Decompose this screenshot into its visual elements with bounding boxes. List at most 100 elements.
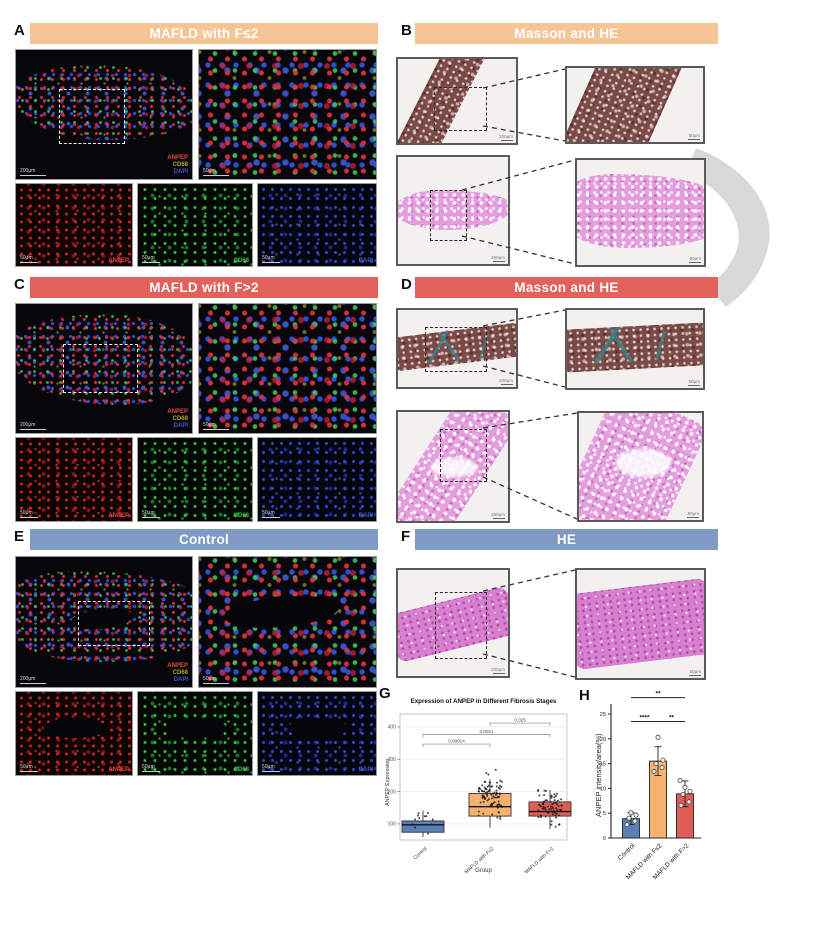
- scale-bar: 50μm: [689, 669, 701, 676]
- panel-label-g: G: [379, 685, 391, 702]
- stain-legend: ANPEP CD68 DAPI: [167, 155, 188, 176]
- scale-bar-label: 50μm: [20, 255, 33, 261]
- scale-bar-label: 50μm: [203, 676, 216, 682]
- he-overview-f: 200μm: [396, 568, 510, 678]
- stain-legend: ANPEP CD68 DAPI: [167, 409, 188, 430]
- channel-label-cd68: CD68: [233, 513, 249, 519]
- scale-bar: 50μm: [142, 511, 160, 518]
- tissue-texture: [567, 68, 681, 142]
- tissue-texture: [16, 314, 192, 405]
- channel-label-cd68: CD68: [233, 258, 249, 264]
- scale-bar: 50μm: [142, 765, 160, 772]
- svg-text:10: 10: [600, 786, 606, 792]
- svg-text:**: **: [669, 714, 675, 721]
- scale-bar: 50μm: [20, 765, 38, 772]
- panel-label-b: B: [401, 22, 412, 39]
- panel-label-a: A: [14, 22, 25, 39]
- scale-bar-label: 50μm: [688, 133, 700, 138]
- scale-bar: 50μm: [262, 256, 280, 263]
- panel-label-e: E: [14, 528, 25, 545]
- masson-overview-d: 200μm: [396, 308, 518, 389]
- stain-label-cd68: CD68: [172, 162, 188, 168]
- svg-text:Control: Control: [617, 842, 637, 862]
- panel-header-b: Masson and HE: [415, 23, 718, 44]
- scale-bar: 200μm: [499, 134, 513, 141]
- barchart-ylabel: ANPEP intensity/area(%): [594, 733, 603, 817]
- scale-bar: 50μm: [262, 765, 280, 772]
- tissue-texture: [398, 190, 508, 230]
- svg-text:15: 15: [600, 762, 606, 768]
- roi-box: [440, 429, 487, 482]
- scale-bar-label: 50μm: [142, 764, 155, 770]
- channel-dapi-c: DAPI 50μm: [257, 437, 377, 522]
- central-vein: [166, 718, 226, 738]
- roi-box: [63, 344, 138, 393]
- channel-cd68-c: CD68 50μm: [137, 437, 253, 522]
- svg-text:300: 300: [388, 757, 397, 763]
- svg-text:20: 20: [600, 737, 606, 743]
- he-overview-b: 200μm: [396, 155, 510, 266]
- svg-text:0.0021: 0.0021: [479, 729, 493, 734]
- channel-dapi-a: DAPI 50μm: [257, 183, 377, 267]
- panel-header-e: Control: [30, 529, 378, 550]
- scale-bar-label: 50μm: [142, 255, 155, 261]
- svg-text:5: 5: [603, 811, 606, 817]
- scale-bar: 200μm: [20, 169, 46, 176]
- stain-label-cd68: CD68: [172, 416, 188, 422]
- central-vein: [288, 718, 348, 738]
- scale-bar-label: 200μm: [499, 134, 513, 139]
- tissue-texture: [567, 321, 703, 373]
- panel-header-a: MAFLD with F≤2: [30, 23, 378, 44]
- roi-box: [425, 327, 487, 372]
- central-vein: [44, 718, 106, 738]
- scale-bar-label: 50μm: [20, 764, 33, 770]
- scale-bar-label: 50μm: [689, 256, 701, 261]
- scale-bar: 200μm: [491, 667, 505, 674]
- scale-bar-label: 200μm: [20, 168, 36, 174]
- panel-header-c: MAFLD with F>2: [30, 277, 378, 298]
- if-merged-overview-e: ANPEP CD68 DAPI 200μm: [15, 556, 193, 688]
- barchart-anpep-intensity: ANPEP intensity/area(%) 0 5 10 15 20 25 **** **…: [591, 686, 756, 911]
- svg-text:**: **: [655, 691, 661, 698]
- scale-bar: 200μm: [20, 423, 46, 430]
- svg-text:Control: Control: [412, 846, 428, 861]
- he-overview-d: 200μm: [396, 410, 510, 523]
- channel-anpep-a: ANPEP 50μm: [15, 183, 133, 267]
- channel-label-dapi: DAPI: [358, 258, 373, 264]
- panel-label-f: F: [401, 528, 411, 545]
- roi-box: [434, 87, 487, 131]
- scale-bar-label: 50μm: [203, 422, 216, 428]
- scale-bar: 50μm: [20, 256, 38, 263]
- scale-bar-label: 200μm: [491, 667, 505, 672]
- steatosis-patch: [431, 457, 478, 478]
- svg-text:****: ****: [639, 714, 650, 721]
- scale-bar: 50μm: [20, 511, 38, 518]
- scale-bar-label: 50μm: [262, 510, 275, 516]
- scale-bar: 50μm: [203, 169, 229, 176]
- scale-bar: 50μm: [203, 677, 229, 684]
- svg-text:0: 0: [603, 836, 606, 842]
- stain-label-anpep: ANPEP: [167, 663, 188, 669]
- central-vein: [222, 592, 341, 632]
- scale-bar-label: 50μm: [203, 168, 216, 174]
- channel-dapi-e: DAPI 50μm: [257, 691, 377, 776]
- tissue-texture: [577, 577, 704, 671]
- tissue-texture: [577, 173, 704, 249]
- if-merged-zoom-c: 50μm: [198, 303, 377, 434]
- masson-zoom-b: 50μm: [565, 66, 705, 144]
- roi-box: [435, 592, 487, 659]
- scale-bar: 200μm: [491, 512, 505, 519]
- scale-bar-label: 200μm: [499, 378, 513, 383]
- roi-box: [430, 190, 467, 241]
- channel-label-dapi: DAPI: [358, 767, 373, 773]
- stain-label-anpep: ANPEP: [167, 409, 188, 415]
- boxplot-title: Expression of ANPEP in Different Fibrosi…: [410, 698, 557, 705]
- if-merged-zoom-e: 50μm: [198, 556, 377, 688]
- scale-bar: 50μm: [688, 379, 700, 386]
- scale-bar-label: 50μm: [688, 379, 700, 384]
- channel-label-dapi: DAPI: [358, 513, 373, 519]
- svg-text:25: 25: [600, 712, 606, 718]
- stain-label-dapi: DAPI: [173, 423, 188, 429]
